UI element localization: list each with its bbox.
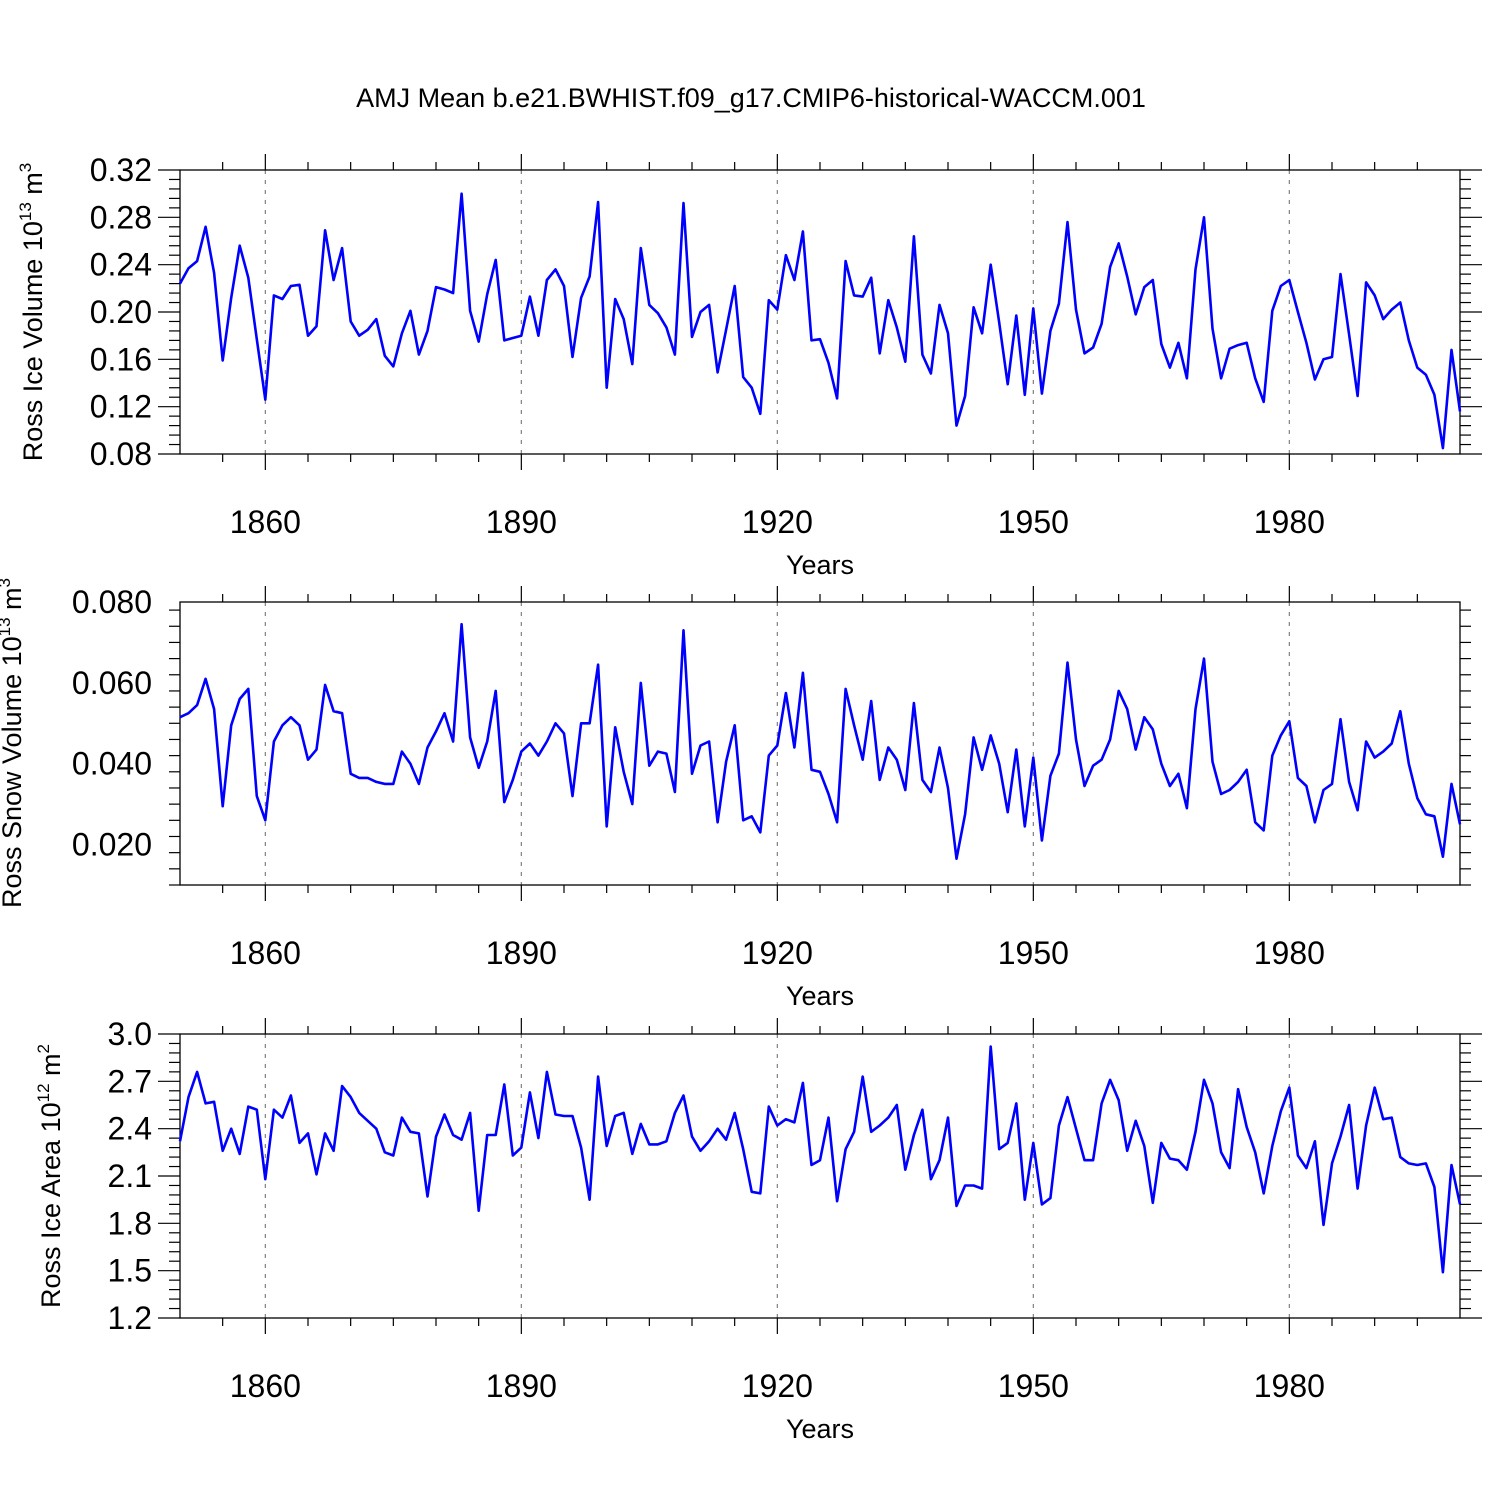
chart-panel-2: 0.020 0.040 0.060 0.080 1860 1890 1920 1950 1980…	[0, 578, 1471, 1011]
x-tick-label: 1860	[230, 504, 301, 540]
y-axis-label-text: Ross Snow Volume 10	[0, 636, 27, 908]
y-tick-label: 1.2	[108, 1300, 152, 1336]
y-tick-label: 1.8	[108, 1205, 152, 1241]
y-axis-label-text: m	[18, 172, 48, 202]
y-tick-label: 0.32	[90, 152, 152, 188]
y-axis-label-text: m	[0, 587, 27, 617]
y-tick-label: 0.08	[90, 436, 152, 472]
y-tick-label: 0.12	[90, 389, 152, 425]
x-tick-label: 1890	[486, 1368, 557, 1404]
y-axis-label-superscript: 13	[0, 617, 14, 636]
y-tick-label: 2.1	[108, 1158, 152, 1194]
y-axis-label-superscript: 13	[16, 202, 35, 221]
plot-frame	[179, 601, 1461, 886]
y-axis-label-superscript: 3	[0, 578, 14, 587]
y-tick-label: 0.040	[72, 746, 152, 782]
y-axis-label-superscript: 2	[34, 1044, 53, 1053]
x-tick-label: 1860	[230, 1368, 301, 1404]
x-axis-label: Years	[786, 1414, 854, 1444]
x-tick-label: 1890	[486, 935, 557, 971]
x-tick-label: 1950	[998, 1368, 1069, 1404]
y-axis-label: Ross Ice Area 1012 m2	[34, 1044, 66, 1308]
x-tick-label: 1980	[1254, 504, 1325, 540]
chart-panels: 0.08 0.12 0.16 0.20 0.24 0.28 0.32 1860 1890 1920…	[0, 152, 1482, 1444]
x-tick-label: 1980	[1254, 1368, 1325, 1404]
data-series-line	[179, 622, 1462, 861]
y-tick-label: 0.060	[72, 665, 152, 701]
y-axis-label: Ross Snow Volume 1013 m3	[0, 578, 27, 908]
data-series-line	[178, 192, 1462, 450]
y-tick-label: 0.24	[90, 247, 152, 283]
y-axis-label-text: Ross Ice Volume 10	[18, 221, 48, 461]
y-axis-label-text: m	[36, 1053, 66, 1083]
x-axis-label: Years	[786, 550, 854, 580]
figure-title: AMJ Mean b.e21.BWHIST.f09_g17.CMIP6-hist…	[356, 83, 1146, 113]
y-tick-label: 1.5	[108, 1253, 152, 1289]
y-tick-label: 0.020	[72, 827, 152, 863]
y-axis-label-text: Ross Ice Area 10	[36, 1102, 66, 1308]
y-tick-label: 0.080	[72, 584, 152, 620]
x-tick-label: 1980	[1254, 935, 1325, 971]
plot-frame	[179, 169, 1461, 455]
y-axis-label-superscript: 12	[34, 1083, 53, 1102]
x-tick-label: 1920	[742, 504, 813, 540]
x-tick-label: 1920	[742, 1368, 813, 1404]
y-tick-label: 3.0	[108, 1016, 152, 1052]
y-tick-label: 0.16	[90, 341, 152, 377]
x-tick-label: 1860	[230, 935, 301, 971]
y-axis-label-superscript: 3	[16, 163, 35, 172]
x-tick-label: 1890	[486, 504, 557, 540]
x-axis-label: Years	[786, 981, 854, 1011]
data-series-line	[178, 1045, 1462, 1274]
x-tick-label: 1920	[742, 935, 813, 971]
y-tick-label: 0.28	[90, 199, 152, 235]
y-tick-label: 0.20	[90, 294, 152, 330]
y-tick-label: 2.7	[108, 1063, 152, 1099]
x-tick-label: 1950	[998, 504, 1069, 540]
chart-panel-3: 1.2 1.5 1.8 2.1 2.4 2.7 3.0 1860 1890 1920 1950 198…	[34, 1016, 1482, 1444]
y-tick-label: 2.4	[108, 1111, 152, 1147]
y-axis-label: Ross Ice Volume 1013 m3	[16, 163, 48, 462]
chart-panel-1: 0.08 0.12 0.16 0.20 0.24 0.28 0.32 1860 1890 1920…	[16, 152, 1482, 580]
x-tick-label: 1950	[998, 935, 1069, 971]
